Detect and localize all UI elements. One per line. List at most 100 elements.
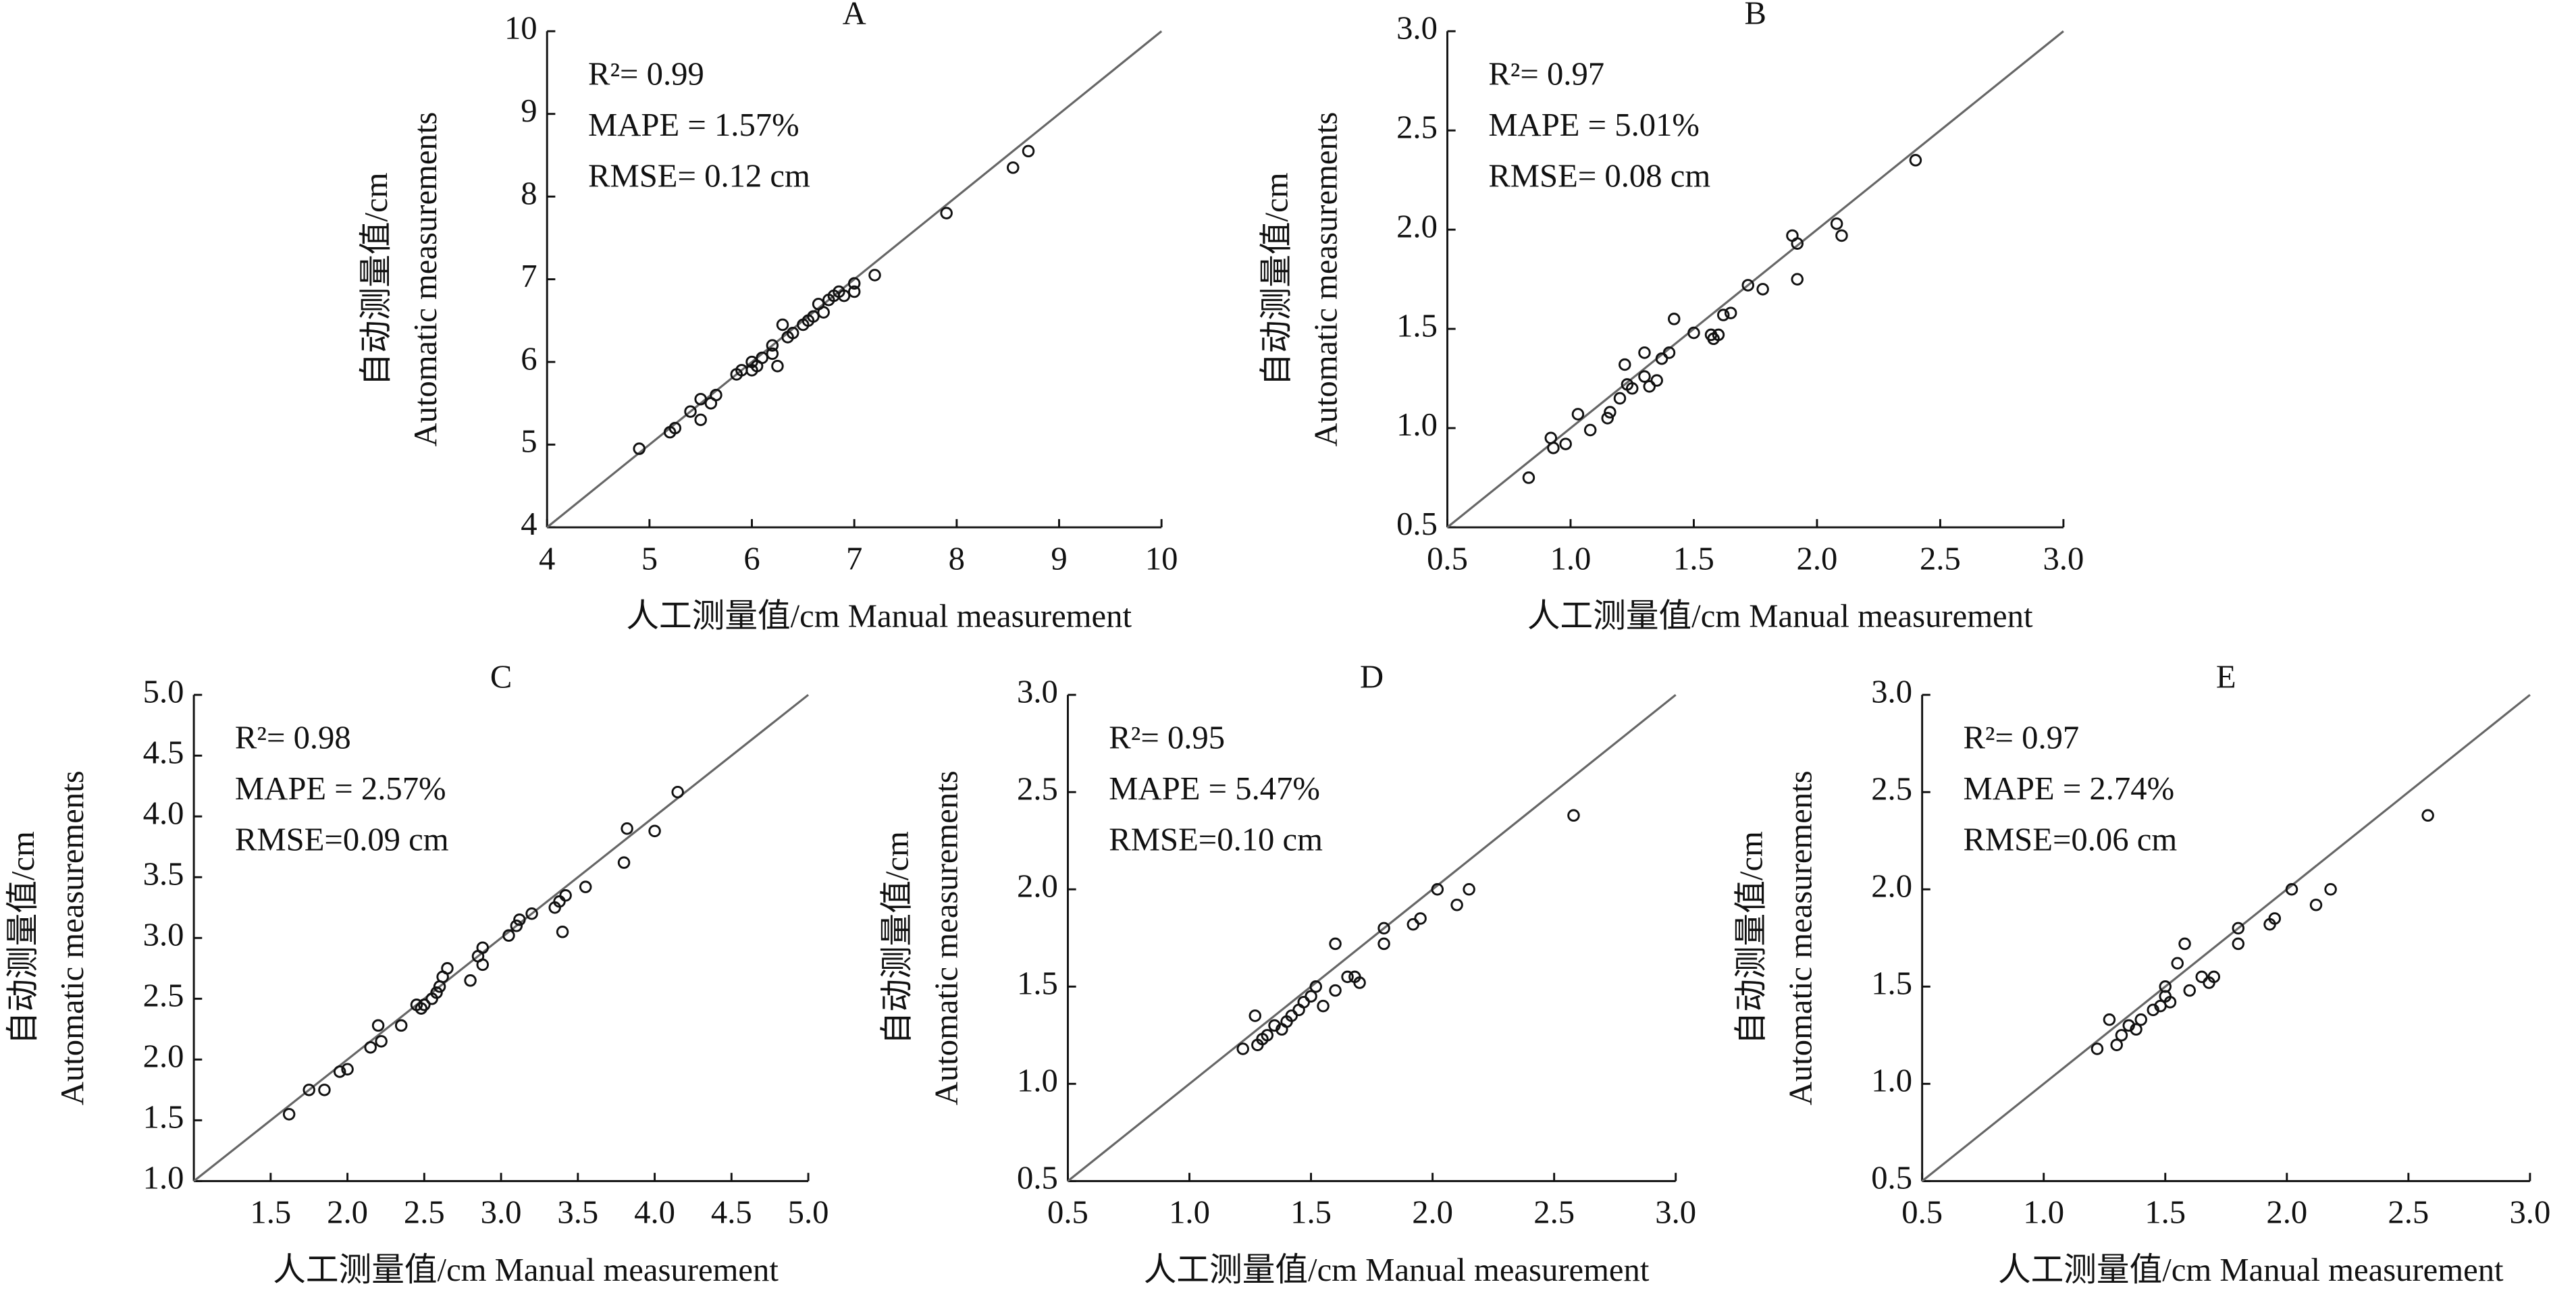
point <box>2324 883 2337 896</box>
y-tick-label: 9 <box>521 92 537 129</box>
panel-title: A <box>843 0 866 32</box>
x-axis-label: 人工测量值/cm Manual measurement <box>626 598 1132 634</box>
point <box>648 824 661 838</box>
y-tick-label: 1.0 <box>1871 1063 1912 1099</box>
point <box>1601 412 1614 425</box>
y-tick-label: 0.5 <box>1017 1160 1058 1196</box>
annotation: RMSE= 0.08 cm <box>1488 157 1710 194</box>
y-tick-label: 1.0 <box>1396 406 1438 443</box>
point <box>1613 392 1627 405</box>
x-tick-label: 3.0 <box>481 1194 522 1231</box>
point <box>1909 154 1922 167</box>
panel-title: C <box>490 658 512 695</box>
x-tick-label: 6 <box>743 540 760 577</box>
y-axis-label: 自动测量值/cm <box>878 831 915 1044</box>
point <box>1724 307 1737 319</box>
x-tick-label: 1.0 <box>2023 1194 2064 1231</box>
point <box>786 326 799 340</box>
annotation: R²= 0.97 <box>1963 719 2079 755</box>
point <box>1463 883 1475 896</box>
point <box>2195 970 2209 984</box>
y-axis-label: Automatic measurements <box>928 770 964 1105</box>
y-axis-label: Automatic measurements <box>1307 112 1344 447</box>
point <box>1329 937 1342 951</box>
point <box>668 421 682 435</box>
point <box>476 958 490 972</box>
point <box>807 310 820 323</box>
x-tick-label: 1.0 <box>1550 540 1592 577</box>
point <box>1655 352 1668 365</box>
point <box>1544 431 1558 445</box>
point <box>1668 313 1681 325</box>
point <box>2183 984 2196 997</box>
x-tick-label: 1.5 <box>1673 540 1714 577</box>
x-tick-label: 2.5 <box>404 1194 445 1231</box>
point <box>617 856 631 869</box>
point <box>1717 309 1730 321</box>
annotation: MAPE = 5.47% <box>1109 770 1320 807</box>
annotation: R²= 0.99 <box>588 56 704 92</box>
point <box>579 880 592 893</box>
point <box>1297 996 1311 1009</box>
y-tick-label: 3.0 <box>143 916 184 953</box>
point <box>868 269 881 282</box>
annotation: R²= 0.97 <box>1488 56 1604 92</box>
point <box>430 986 443 999</box>
y-tick-label: 1.5 <box>1017 965 1058 1001</box>
point <box>1522 471 1535 484</box>
point <box>1638 346 1651 359</box>
x-tick-label: 9 <box>1051 540 1067 577</box>
point <box>766 347 779 361</box>
point <box>2163 996 2177 1009</box>
y-axis-label: 自动测量值/cm <box>5 831 41 1044</box>
point <box>2130 1023 2143 1036</box>
y-tick-label: 2.5 <box>1017 770 1058 807</box>
point <box>2285 883 2298 896</box>
point <box>940 207 953 219</box>
point <box>513 913 526 926</box>
annotation: MAPE = 2.74% <box>1963 770 2174 807</box>
x-tick-label: 0.5 <box>1901 1194 1943 1231</box>
point <box>1662 346 1676 359</box>
y-tick-label: 4 <box>521 506 537 542</box>
point <box>633 442 646 455</box>
point <box>1329 984 1342 997</box>
y-tick-label: 2.5 <box>1396 109 1438 145</box>
x-tick-label: 2.0 <box>2266 1194 2307 1231</box>
point <box>766 339 779 352</box>
x-tick-label: 2.5 <box>1920 540 1961 577</box>
x-tick-label: 10 <box>1145 540 1178 577</box>
y-tick-label: 10 <box>504 9 537 46</box>
x-tick-label: 3.0 <box>2043 540 2084 577</box>
point <box>394 1019 408 1032</box>
y-tick-label: 3.0 <box>1396 9 1438 46</box>
y-tick-label: 2.0 <box>1017 868 1058 904</box>
point <box>1414 912 1427 925</box>
point <box>1450 899 1463 911</box>
x-tick-label: 3.5 <box>557 1194 598 1231</box>
x-tick-label: 0.5 <box>1427 540 1468 577</box>
point <box>375 1035 388 1048</box>
x-tick-label: 3.0 <box>1655 1194 1696 1231</box>
y-tick-label: 0.5 <box>1871 1160 1912 1196</box>
point <box>2178 937 2191 951</box>
y-tick-label: 4.0 <box>143 795 184 831</box>
identity-line <box>546 30 1163 529</box>
point <box>1309 980 1323 993</box>
point <box>1292 1003 1305 1017</box>
x-tick-label: 4.5 <box>711 1194 752 1231</box>
point <box>1377 922 1390 935</box>
point <box>464 974 477 987</box>
point <box>694 413 707 427</box>
point <box>671 785 684 799</box>
point <box>1559 437 1572 450</box>
x-tick-label: 2.5 <box>2388 1194 2429 1231</box>
y-tick-label: 1.5 <box>1871 965 1912 1001</box>
x-axis-label: 人工测量值/cm Manual measurement <box>273 1252 779 1288</box>
point <box>1377 937 1390 951</box>
x-tick-label: 2.0 <box>327 1194 368 1231</box>
point <box>1791 237 1804 250</box>
panel-title: B <box>1744 0 1766 32</box>
point <box>1619 358 1631 371</box>
point <box>817 306 830 319</box>
